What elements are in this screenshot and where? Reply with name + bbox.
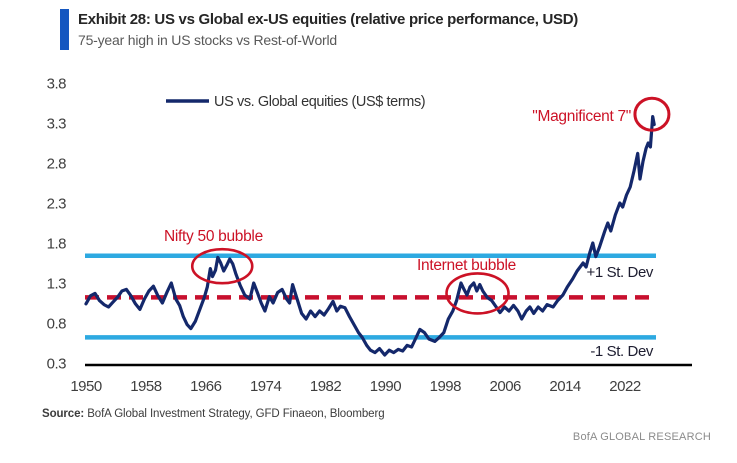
exhibit-title: Exhibit 28: US vs Global ex-US equities … (78, 11, 578, 28)
source-label: Source: (42, 408, 85, 420)
bofa-global-research-brand: BofA GLOBAL RESEARCH (572, 431, 711, 443)
annotation-mag7: "Magnificent 7" (532, 96, 671, 132)
y-tick-label: 3.3 (47, 116, 67, 133)
exhibit-subtitle: 75-year high in US stocks vs Rest-of-Wor… (78, 32, 337, 48)
title-block: Exhibit 28: US vs Global ex-US equities … (78, 9, 578, 50)
plus1-stdev-label: +1 St. Dev (587, 264, 654, 281)
internet-bubble-label: Internet bubble (417, 257, 516, 274)
y-tick-label: 2.3 (47, 196, 67, 213)
y-tick-label: 2.8 (47, 156, 67, 173)
x-tick-label: 2006 (490, 378, 522, 395)
x-tick-label: 2014 (549, 378, 581, 395)
magnificent7-circle-annotation (633, 96, 671, 132)
x-tick-label: 1958 (130, 378, 162, 395)
y-tick-label: 0.8 (47, 316, 67, 333)
x-tick-label: 1974 (250, 378, 282, 395)
annotation-internet: Internet bubble (417, 257, 516, 315)
internet-circle-annotation (445, 272, 510, 315)
us-vs-global-line (84, 114, 656, 357)
y-axis-labels: 0.3 0.8 1.3 1.8 2.3 2.8 3.3 3.8 (47, 76, 67, 373)
x-tick-label: 1966 (190, 378, 222, 395)
minus1-stdev-label: -1 St. Dev (590, 343, 654, 360)
y-tick-label: 1.3 (47, 276, 67, 293)
source-line: Source: BofA Global Investment Strategy,… (42, 408, 385, 420)
y-tick-label: 0.3 (47, 356, 67, 373)
nifty50-label: Nifty 50 bubble (164, 228, 263, 245)
source-text: BofA Global Investment Strategy, GFD Fin… (84, 408, 385, 420)
x-tick-label: 1982 (310, 378, 342, 395)
legend: US vs. Global equities (US$ terms) (166, 94, 426, 110)
x-axis-labels: 1950 1958 1966 1974 1982 1990 1998 2006 2014 2022 (70, 378, 641, 395)
x-tick-label: 2022 (609, 378, 641, 395)
x-tick-label: 1990 (370, 378, 402, 395)
title-accent-bar (60, 9, 69, 50)
x-tick-label: 1950 (70, 378, 102, 395)
annotation-nifty50: Nifty 50 bubble (164, 228, 263, 285)
exhibit-header: Exhibit 28: US vs Global ex-US equities … (60, 9, 578, 50)
magnificent7-label: "Magnificent 7" (532, 108, 631, 125)
y-tick-label: 3.8 (47, 76, 67, 93)
y-tick-label: 1.8 (47, 236, 67, 253)
legend-label: US vs. Global equities (US$ terms) (214, 94, 425, 110)
nifty50-circle-annotation (190, 247, 254, 285)
x-tick-label: 1998 (430, 378, 462, 395)
